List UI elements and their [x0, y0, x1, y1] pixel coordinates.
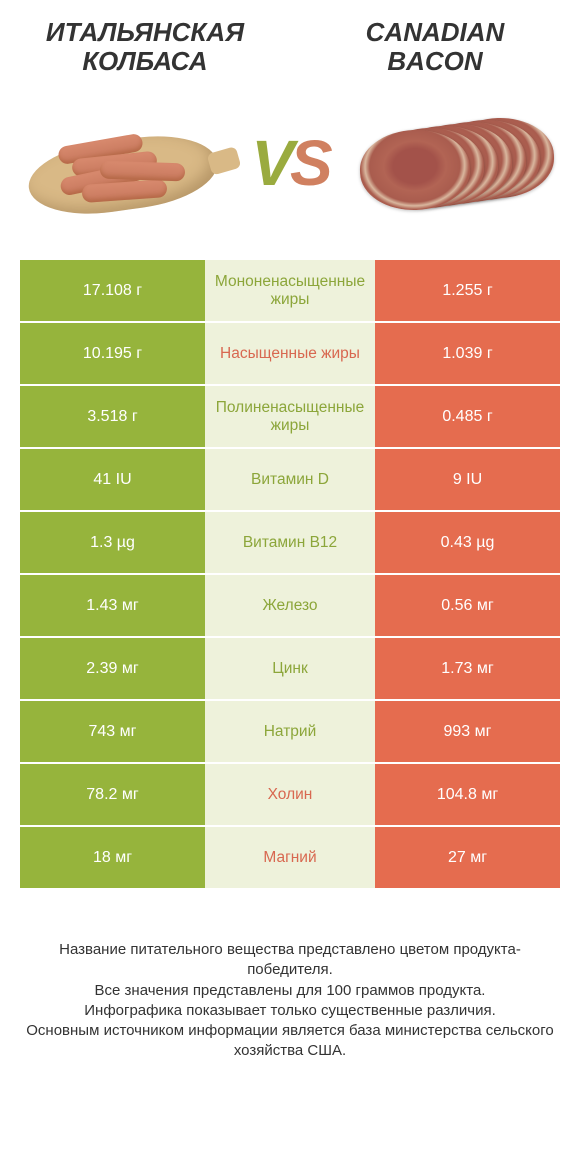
nutrient-label-cell: Витамин D	[205, 449, 375, 510]
vs-v: V	[251, 127, 290, 199]
right-value-cell: 1.039 г	[375, 323, 560, 384]
table-row: 743 мгНатрий993 мг	[20, 701, 560, 764]
table-row: 1.3 µgВитамин B120.43 µg	[20, 512, 560, 575]
nutrient-label-cell: Насыщенные жиры	[205, 323, 375, 384]
right-value-cell: 27 мг	[375, 827, 560, 888]
footer-line: Основным источником информации является …	[20, 1021, 560, 1062]
title-text: КОЛБАСА	[82, 46, 207, 76]
vs-s: S	[290, 127, 329, 199]
left-value-cell: 1.43 мг	[20, 575, 205, 636]
right-product-title: CANADIAN BACON	[320, 18, 550, 75]
nutrient-label-cell: Железо	[205, 575, 375, 636]
left-value-cell: 18 мг	[20, 827, 205, 888]
left-value-cell: 3.518 г	[20, 386, 205, 447]
title-text: ИТАЛЬЯНСКАЯ	[46, 17, 244, 47]
left-value-cell: 2.39 мг	[20, 638, 205, 699]
left-value-cell: 10.195 г	[20, 323, 205, 384]
footer-line: Все значения представлены для 100 граммо…	[20, 981, 560, 1001]
table-row: 18 мгМагний27 мг	[20, 827, 560, 890]
left-value-cell: 41 IU	[20, 449, 205, 510]
table-row: 10.195 гНасыщенные жиры1.039 г	[20, 323, 560, 386]
nutrient-label-cell: Витамин B12	[205, 512, 375, 573]
nutrient-label-cell: Полиненасыщенные жиры	[205, 386, 375, 447]
right-value-cell: 104.8 мг	[375, 764, 560, 825]
right-value-cell: 1.73 мг	[375, 638, 560, 699]
vs-label: VS	[240, 126, 340, 200]
right-value-cell: 0.485 г	[375, 386, 560, 447]
right-value-cell: 993 мг	[375, 701, 560, 762]
italian-sausage-image	[20, 100, 230, 225]
footer-line: Название питательного вещества представл…	[20, 940, 560, 981]
nutrient-label-cell: Цинк	[205, 638, 375, 699]
left-value-cell: 17.108 г	[20, 260, 205, 321]
right-value-cell: 0.43 µg	[375, 512, 560, 573]
table-row: 1.43 мгЖелезо0.56 мг	[20, 575, 560, 638]
left-value-cell: 1.3 µg	[20, 512, 205, 573]
canadian-bacon-image	[350, 100, 560, 225]
footer-notes: Название питательного вещества представл…	[0, 890, 580, 1062]
left-product-title: ИТАЛЬЯНСКАЯ КОЛБАСА	[30, 18, 260, 75]
nutrient-label-cell: Мононенасыщенные жиры	[205, 260, 375, 321]
header: ИТАЛЬЯНСКАЯ КОЛБАСА CANADIAN BACON	[0, 0, 580, 85]
right-value-cell: 9 IU	[375, 449, 560, 510]
nutrient-label-cell: Холин	[205, 764, 375, 825]
table-row: 41 IUВитамин D9 IU	[20, 449, 560, 512]
table-row: 3.518 гПолиненасыщенные жиры0.485 г	[20, 386, 560, 449]
table-row: 17.108 гМононенасыщенные жиры1.255 г	[20, 260, 560, 323]
comparison-table: 17.108 гМононенасыщенные жиры1.255 г10.1…	[20, 260, 560, 890]
table-row: 78.2 мгХолин104.8 мг	[20, 764, 560, 827]
left-value-cell: 743 мг	[20, 701, 205, 762]
image-row: VS	[0, 85, 580, 260]
left-value-cell: 78.2 мг	[20, 764, 205, 825]
right-value-cell: 0.56 мг	[375, 575, 560, 636]
footer-line: Инфографика показывает только существенн…	[20, 1001, 560, 1021]
title-text: CANADIAN	[366, 17, 505, 47]
nutrient-label-cell: Натрий	[205, 701, 375, 762]
right-value-cell: 1.255 г	[375, 260, 560, 321]
table-row: 2.39 мгЦинк1.73 мг	[20, 638, 560, 701]
title-text: BACON	[387, 46, 482, 76]
nutrient-label-cell: Магний	[205, 827, 375, 888]
